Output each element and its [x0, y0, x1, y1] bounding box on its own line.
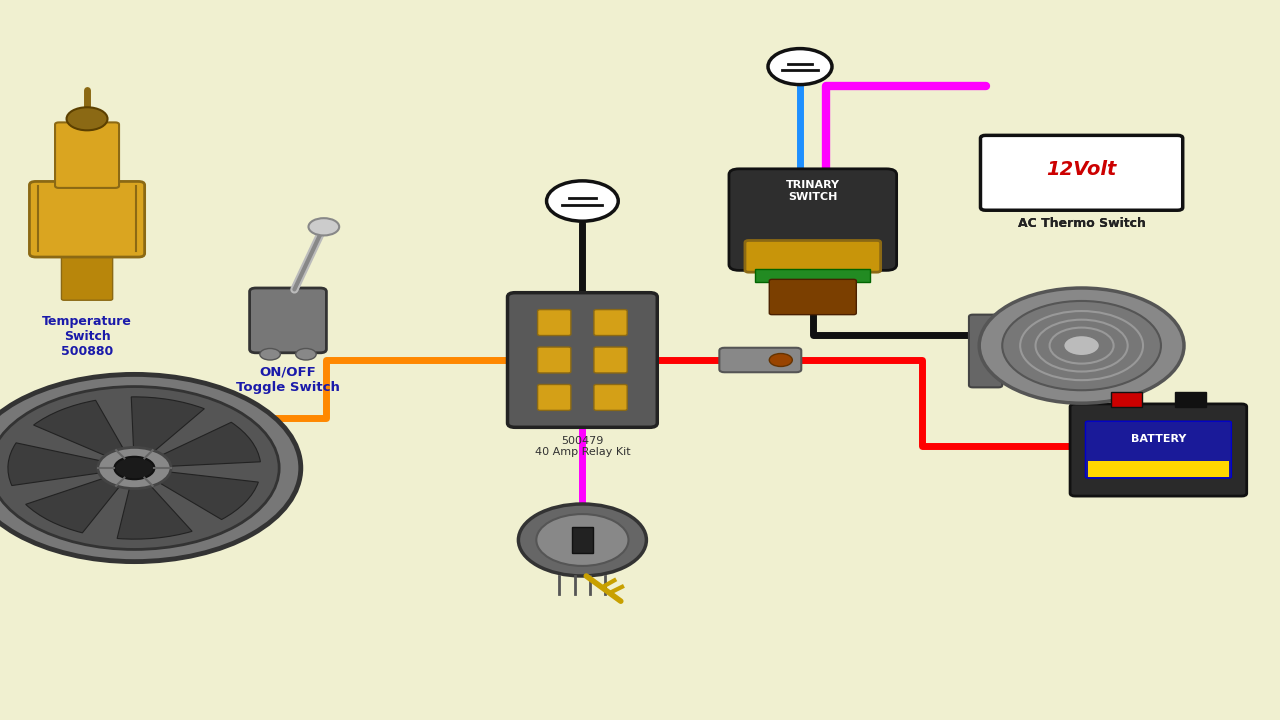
FancyBboxPatch shape — [508, 293, 658, 428]
FancyBboxPatch shape — [55, 122, 119, 188]
Text: TRINARY
SWITCH: TRINARY SWITCH — [786, 180, 840, 202]
FancyBboxPatch shape — [594, 310, 627, 336]
Bar — [1175, 392, 1206, 407]
Wedge shape — [134, 468, 259, 520]
Circle shape — [518, 504, 646, 576]
Text: 12Volt: 12Volt — [1047, 160, 1116, 179]
FancyBboxPatch shape — [61, 251, 113, 300]
Wedge shape — [116, 468, 192, 539]
FancyBboxPatch shape — [769, 279, 856, 315]
Circle shape — [114, 456, 155, 480]
Circle shape — [979, 288, 1184, 403]
FancyBboxPatch shape — [594, 347, 627, 373]
FancyBboxPatch shape — [719, 348, 801, 372]
FancyBboxPatch shape — [980, 135, 1183, 210]
Bar — [755, 269, 870, 282]
Circle shape — [547, 181, 618, 221]
Wedge shape — [134, 422, 260, 468]
FancyBboxPatch shape — [969, 315, 1002, 387]
Circle shape — [97, 447, 172, 489]
FancyBboxPatch shape — [538, 384, 571, 410]
Circle shape — [0, 387, 279, 549]
Text: 500479
40 Amp Relay Kit: 500479 40 Amp Relay Kit — [535, 436, 630, 457]
Circle shape — [260, 348, 280, 360]
Circle shape — [1002, 301, 1161, 390]
Bar — [572, 527, 593, 553]
FancyBboxPatch shape — [538, 310, 571, 336]
Wedge shape — [26, 468, 134, 533]
FancyBboxPatch shape — [250, 288, 326, 353]
Bar — [1111, 392, 1142, 407]
Circle shape — [769, 354, 792, 366]
Circle shape — [296, 348, 316, 360]
Circle shape — [67, 107, 108, 130]
FancyBboxPatch shape — [538, 347, 571, 373]
Wedge shape — [132, 397, 205, 468]
Circle shape — [1064, 336, 1100, 356]
FancyBboxPatch shape — [1085, 421, 1231, 478]
Circle shape — [0, 374, 301, 562]
Text: ON/OFF
Toggle Switch: ON/OFF Toggle Switch — [236, 366, 340, 394]
FancyBboxPatch shape — [29, 181, 145, 257]
Circle shape — [308, 218, 339, 235]
FancyBboxPatch shape — [594, 384, 627, 410]
Text: BATTERY: BATTERY — [1130, 434, 1187, 444]
Circle shape — [536, 514, 628, 566]
FancyBboxPatch shape — [1070, 404, 1247, 496]
FancyBboxPatch shape — [730, 169, 896, 270]
Wedge shape — [33, 400, 134, 468]
Wedge shape — [8, 443, 134, 485]
Text: Temperature
Switch
500880: Temperature Switch 500880 — [42, 315, 132, 359]
FancyBboxPatch shape — [745, 240, 881, 272]
Text: AC Thermo Switch: AC Thermo Switch — [1018, 217, 1146, 230]
Bar — [1088, 461, 1229, 477]
Circle shape — [768, 49, 832, 85]
Text: AC Thermo Switch: AC Thermo Switch — [1018, 217, 1146, 230]
